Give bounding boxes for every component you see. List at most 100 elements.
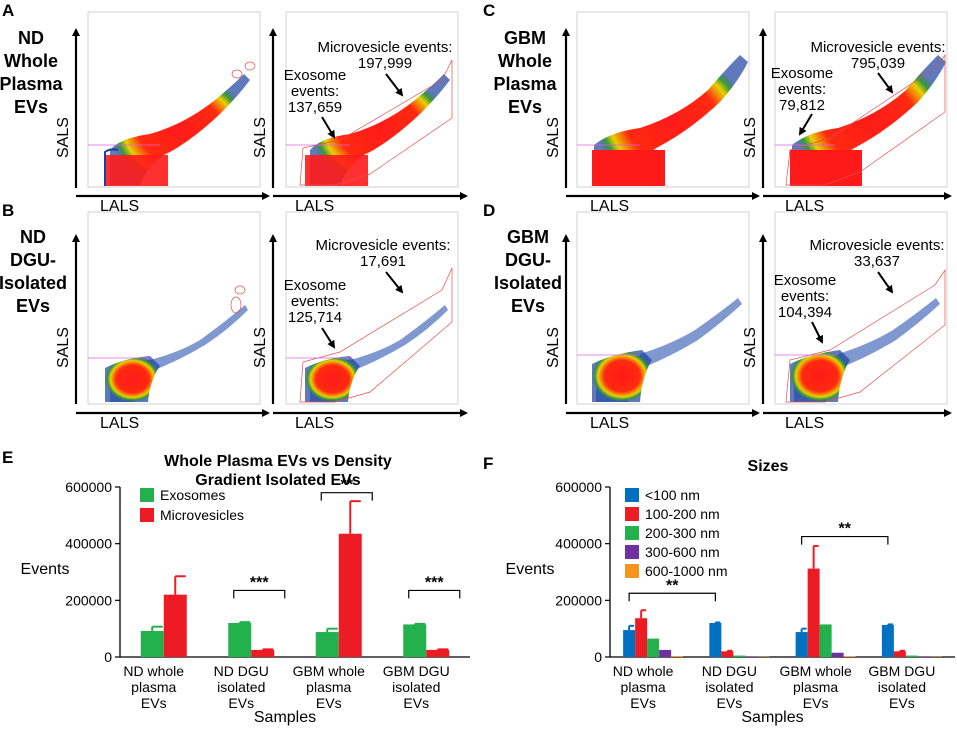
- exosome-label: Exosome: [771, 65, 834, 82]
- side-title-line: Plasma: [0, 74, 64, 94]
- panel-letter: A: [2, 1, 14, 20]
- legend-label: Exosomes: [160, 487, 225, 503]
- x-tick-label: plasma: [306, 679, 351, 695]
- x-tick-label: EVs: [630, 695, 656, 711]
- x-tick-label: ND DGU: [702, 663, 757, 679]
- y-tick-label: 600000: [65, 479, 112, 495]
- exosome-count: 137,659: [288, 99, 342, 116]
- significance-label: ***: [425, 574, 444, 591]
- x-tick-label: EVs: [228, 695, 254, 711]
- chart-title: Gradient Isolated EVs: [195, 472, 360, 489]
- legend-swatch: [625, 507, 639, 521]
- bar: [659, 649, 672, 657]
- side-title-line: ND: [18, 28, 44, 48]
- side-title-line: ND: [20, 227, 46, 247]
- bar: [893, 651, 906, 657]
- panel-d: D GBM DGU- Isolated EVs SALS LALS SALS L…: [483, 201, 952, 432]
- panel-letter: B: [2, 201, 14, 220]
- side-title-line: Isolated: [0, 273, 67, 293]
- y-axis-word: SALS: [252, 117, 269, 158]
- bar: [905, 655, 918, 657]
- significance-bracket: [628, 592, 716, 602]
- bar: [251, 649, 275, 657]
- x-tick-label: EVs: [889, 695, 915, 711]
- bar: [819, 624, 832, 657]
- side-title-line: Isolated: [494, 273, 562, 293]
- x-axis-word: LALS: [100, 198, 139, 215]
- side-title-line: GBM: [504, 28, 546, 48]
- legend-swatch: [625, 488, 639, 502]
- panel-c: C GBM Whole Plasma EVs SALS LALS SALS LA…: [483, 1, 952, 215]
- bar: [721, 651, 734, 657]
- bar: [163, 594, 187, 657]
- x-tick-label: EVs: [717, 695, 743, 711]
- side-title-line: EVs: [508, 97, 542, 117]
- exosome-label: Exosome: [774, 272, 837, 289]
- side-title-line: EVs: [16, 296, 50, 316]
- scatter-plot-gated: [774, 211, 948, 405]
- y-axis-label: Events: [21, 561, 70, 578]
- x-axis-label: Samples: [254, 709, 316, 726]
- legend-label: 200-300 nm: [645, 525, 720, 541]
- y-axis-word: SALS: [252, 327, 269, 368]
- significance-bracket: [408, 589, 461, 599]
- legend-label: 100-200 nm: [645, 506, 720, 522]
- microvesicle-label: Microvesicle events:: [317, 39, 452, 56]
- bar: [795, 632, 808, 657]
- bar: [733, 655, 746, 657]
- y-axis-label: Events: [506, 561, 555, 578]
- y-tick-label: 0: [594, 649, 602, 665]
- x-axis-word: LALS: [100, 415, 139, 432]
- microvesicle-label: Microvesicle events:: [315, 237, 450, 254]
- x-tick-label: GBM whole: [293, 663, 366, 679]
- bar: [635, 618, 648, 657]
- bar: [745, 656, 758, 657]
- y-axis-word: SALS: [55, 117, 72, 158]
- chart-title: Sizes: [748, 458, 789, 475]
- exosome-label: Exosome: [284, 67, 347, 84]
- x-tick-label: ND whole: [123, 663, 184, 679]
- x-tick-label: isolated: [392, 679, 440, 695]
- scatter-plot: [87, 11, 261, 188]
- y-tick-label: 400000: [555, 536, 602, 552]
- bar: [338, 533, 362, 657]
- bar: [843, 656, 856, 657]
- microvesicle-count: 795,039: [851, 55, 905, 72]
- side-title-line: DGU-: [505, 250, 551, 270]
- panel-letter: C: [483, 1, 495, 20]
- microvesicle-count: 33,637: [854, 253, 900, 270]
- legend-label: <100 nm: [645, 487, 700, 503]
- x-tick-label: plasma: [131, 679, 176, 695]
- y-tick-label: 0: [104, 649, 112, 665]
- x-axis-word: LALS: [295, 198, 334, 215]
- x-tick-label: EVs: [403, 695, 429, 711]
- y-tick-label: 200000: [555, 592, 602, 608]
- bar: [709, 623, 722, 657]
- y-tick-label: 400000: [65, 536, 112, 552]
- bar: [671, 656, 684, 657]
- y-axis-word: SALS: [55, 327, 72, 368]
- legend-label: 600-1000 nm: [645, 563, 728, 579]
- significance-bracket: [320, 492, 373, 501]
- panel-letter-e: E: [2, 448, 13, 467]
- y-tick-label: 200000: [65, 592, 112, 608]
- bar: [647, 638, 660, 657]
- bar: [917, 656, 930, 657]
- y-axis-word: SALS: [545, 327, 562, 368]
- y-axis-word: SALS: [545, 117, 562, 158]
- bar: [140, 630, 164, 657]
- legend-swatch: [625, 564, 639, 578]
- exosome-count: 104,394: [778, 304, 832, 321]
- y-axis-word: SALS: [742, 117, 759, 158]
- microvesicle-label: Microvesicle events:: [810, 39, 945, 56]
- x-axis-word: LALS: [785, 198, 824, 215]
- scatter-plot: [576, 11, 750, 188]
- bar: [623, 630, 636, 657]
- panel-letter-f: F: [483, 454, 493, 473]
- microvesicle-count: 197,999: [358, 55, 412, 72]
- x-tick-label: plasma: [621, 679, 666, 695]
- x-tick-label: EVs: [803, 695, 829, 711]
- bar-chart-f: Sizes 0 200000 400000 600000 Events Samples ND …: [506, 458, 955, 726]
- legend-swatch: [140, 488, 154, 502]
